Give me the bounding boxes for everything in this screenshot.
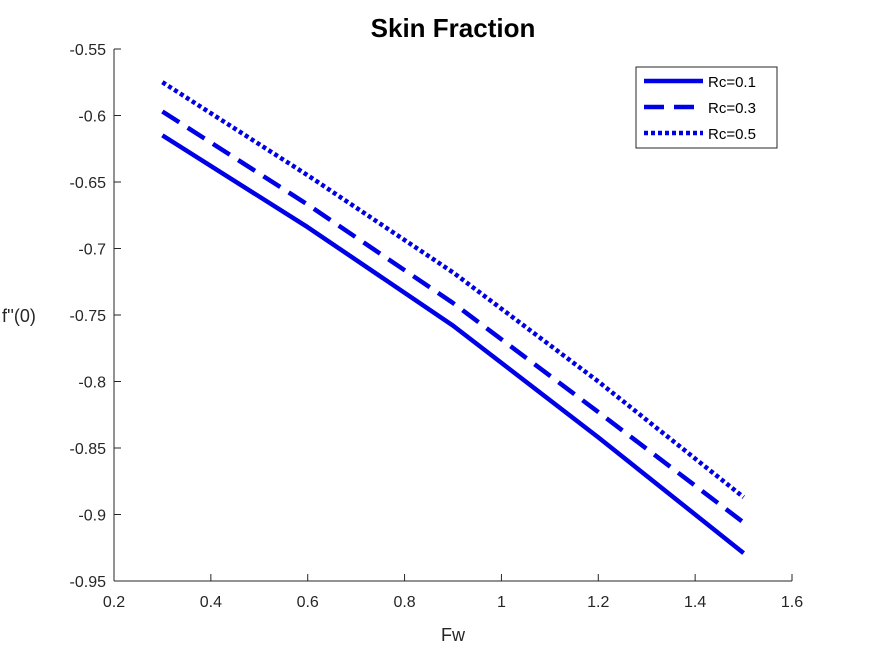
y-tick-label: -0.95 [70,574,107,591]
y-tick-label: -0.9 [78,508,106,525]
legend-label-3: Rc=0.5 [708,126,756,143]
legend: Rc=0.1 Rc=0.3 Rc=0.5 [635,66,778,149]
x-tick-label: 0.2 [103,594,125,611]
x-tick-label: 0.6 [297,594,319,611]
legend-label-1: Rc=0.1 [708,74,756,91]
x-tick-label: 1.4 [684,594,706,611]
y-tick-label: -0.6 [78,109,106,126]
x-tick-label: 1 [497,594,506,611]
legend-label-2: Rc=0.3 [708,100,756,117]
x-tick-label: 0.8 [393,594,415,611]
series-line-1 [161,133,746,555]
y-tick-label: -0.8 [78,375,106,392]
y-tick-label: -0.65 [70,175,107,192]
series-line-2 [161,109,745,525]
x-tick-label: 0.4 [200,594,222,611]
y-axis-title: f''(0) [2,306,36,326]
x-axis-title: Fw [441,625,466,645]
x-tick-label: 1.6 [781,594,803,611]
x-tick-label: 1.2 [587,594,609,611]
y-tick-label: -0.55 [70,42,107,59]
series-lines [161,80,746,555]
chart-title: Skin Fraction [371,13,536,43]
y-tick-label: -0.7 [78,242,106,259]
y-tick-label: -0.85 [70,441,107,458]
series-line-3 [161,80,746,499]
y-tick-label: -0.75 [70,308,107,325]
ticks: 0.2 0.4 0.6 0.8 1 1.2 1.4 1.6 -0.55 -0.6 -0.65 -0.7… [70,42,804,611]
